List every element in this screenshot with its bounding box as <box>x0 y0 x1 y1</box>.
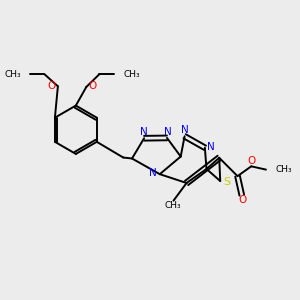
Text: N: N <box>208 142 215 152</box>
Text: CH₃: CH₃ <box>124 70 140 79</box>
Text: O: O <box>88 81 97 92</box>
Text: CH₃: CH₃ <box>4 70 21 79</box>
Text: S: S <box>223 177 230 187</box>
Text: O: O <box>239 195 247 206</box>
Text: O: O <box>47 81 56 91</box>
Text: N: N <box>140 128 147 137</box>
Text: CH₃: CH₃ <box>165 201 181 210</box>
Text: N: N <box>149 168 157 178</box>
Text: CH₃: CH₃ <box>275 164 292 173</box>
Text: N: N <box>164 127 171 137</box>
Text: O: O <box>248 156 256 166</box>
Text: N: N <box>181 125 189 135</box>
